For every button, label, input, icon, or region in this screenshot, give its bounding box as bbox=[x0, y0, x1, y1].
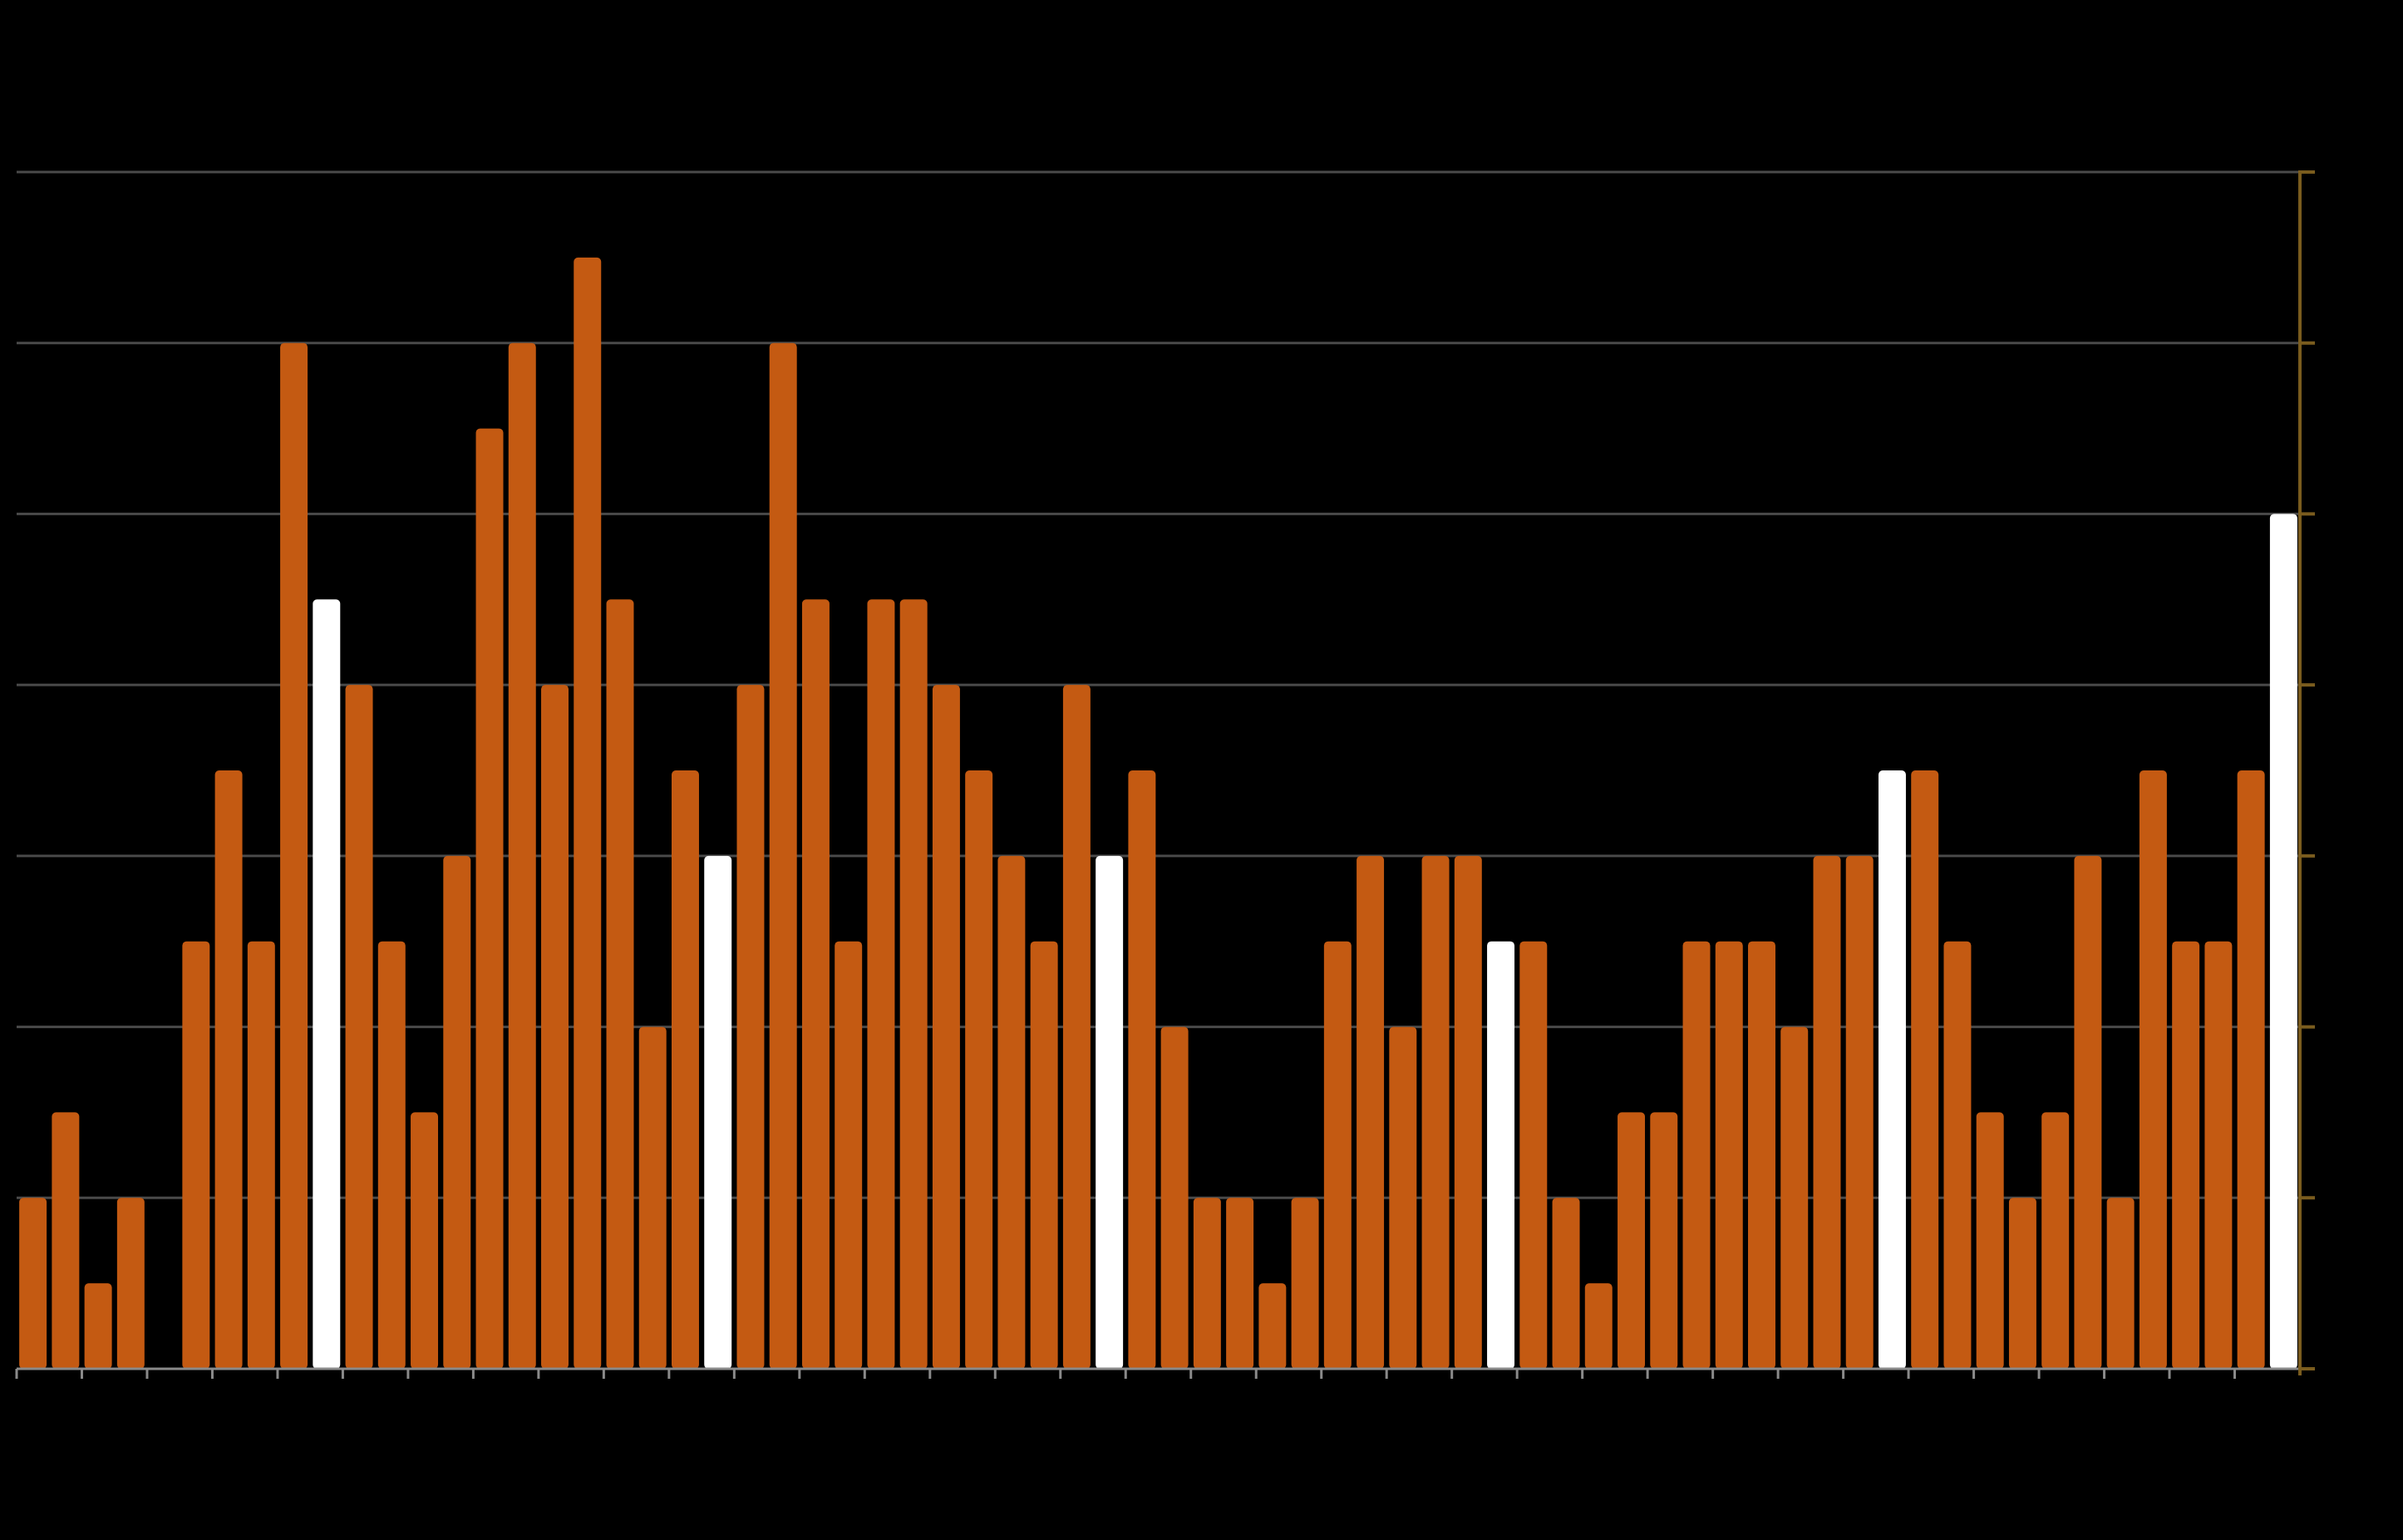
bar bbox=[1584, 1283, 1613, 1369]
bar bbox=[736, 685, 765, 1369]
bar bbox=[1389, 1026, 1417, 1369]
bar bbox=[1943, 941, 1972, 1369]
bar bbox=[932, 685, 960, 1369]
bar bbox=[638, 1026, 667, 1369]
bar bbox=[1650, 1112, 1678, 1369]
bar bbox=[2269, 514, 2297, 1369]
bar bbox=[965, 770, 993, 1369]
bar bbox=[1291, 1198, 1319, 1369]
bar bbox=[508, 342, 536, 1369]
bar bbox=[541, 685, 569, 1369]
bar bbox=[1911, 770, 1939, 1369]
bar bbox=[443, 855, 471, 1369]
bar bbox=[1030, 941, 1058, 1369]
axes bbox=[15, 170, 2315, 1379]
bar bbox=[2106, 1198, 2135, 1369]
bar bbox=[19, 1198, 47, 1369]
bar bbox=[2041, 1112, 2070, 1369]
bar bbox=[1813, 855, 1841, 1369]
bar bbox=[2139, 770, 2167, 1369]
bar bbox=[1780, 1026, 1809, 1369]
bar bbox=[997, 855, 1026, 1369]
bar bbox=[1258, 1283, 1287, 1369]
bar bbox=[2172, 941, 2200, 1369]
bar bbox=[1454, 855, 1482, 1369]
bar bbox=[280, 342, 308, 1369]
bar bbox=[899, 599, 928, 1369]
bar bbox=[182, 941, 210, 1369]
bar bbox=[606, 599, 634, 1369]
bar bbox=[1878, 770, 1906, 1369]
bar bbox=[1845, 855, 1874, 1369]
bar bbox=[867, 599, 895, 1369]
bar bbox=[2074, 855, 2102, 1369]
bar bbox=[84, 1283, 112, 1369]
bar bbox=[704, 855, 732, 1369]
bar bbox=[475, 428, 504, 1369]
bar bbox=[801, 599, 830, 1369]
bar bbox=[377, 941, 406, 1369]
bar bbox=[1062, 685, 1091, 1369]
bar bbox=[345, 685, 373, 1369]
bars bbox=[19, 257, 2297, 1369]
bar bbox=[411, 1112, 439, 1369]
bar bbox=[313, 599, 341, 1369]
bar bbox=[1487, 941, 1515, 1369]
bar bbox=[671, 770, 699, 1369]
bar bbox=[1618, 1112, 1646, 1369]
bar bbox=[1976, 1112, 2004, 1369]
bar bbox=[1748, 941, 1775, 1369]
bar bbox=[1323, 941, 1352, 1369]
bar bbox=[1128, 770, 1156, 1369]
bar bbox=[1096, 855, 1124, 1369]
bar bbox=[574, 257, 602, 1369]
bar bbox=[769, 342, 797, 1369]
bar bbox=[247, 941, 275, 1369]
bar bbox=[1357, 855, 1385, 1369]
bar bbox=[214, 770, 243, 1369]
bar bbox=[1226, 1198, 1254, 1369]
bar bbox=[2204, 941, 2233, 1369]
bar bbox=[1160, 1026, 1189, 1369]
bar bbox=[116, 1198, 145, 1369]
bar bbox=[1552, 1198, 1580, 1369]
bar bbox=[52, 1112, 80, 1369]
bar bbox=[2237, 770, 2265, 1369]
bar bbox=[1682, 941, 1711, 1369]
bar bbox=[1421, 855, 1450, 1369]
bar bbox=[1519, 941, 1548, 1369]
bar bbox=[1715, 941, 1743, 1369]
bar bbox=[2008, 1198, 2036, 1369]
bar bbox=[835, 941, 863, 1369]
bar bbox=[1193, 1198, 1221, 1369]
